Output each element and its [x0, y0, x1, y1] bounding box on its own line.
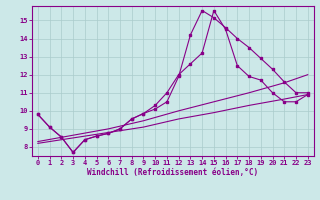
X-axis label: Windchill (Refroidissement éolien,°C): Windchill (Refroidissement éolien,°C)	[87, 168, 258, 177]
